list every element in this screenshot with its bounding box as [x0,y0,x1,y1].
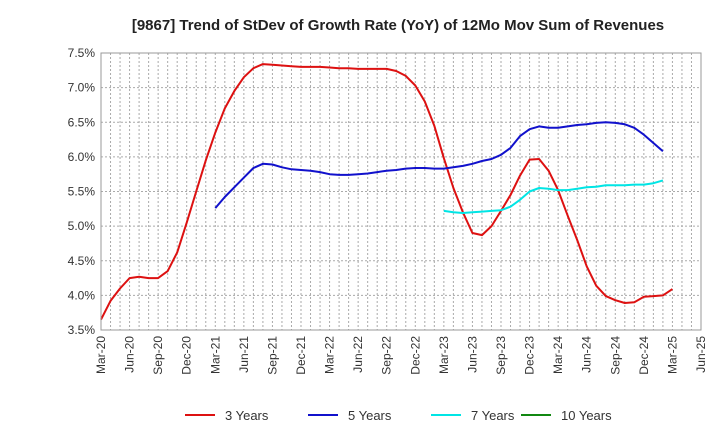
y-tick-label: 6.5% [68,115,96,129]
y-tick-label: 5.5% [68,185,96,199]
x-tick-label: Mar-23 [437,336,451,374]
series-line-5-years [214,121,664,209]
y-tick-label: 5.0% [68,219,96,233]
x-tick-label: Mar-25 [665,336,679,374]
series-7-years [443,179,664,214]
x-tick-label: Sep-21 [265,336,279,375]
y-tick-label: 4.5% [68,254,96,268]
x-tick-label: Sep-23 [494,336,508,375]
x-tick-label: Sep-20 [151,336,165,375]
x-tick-label: Mar-22 [323,336,337,374]
y-tick-label: 6.0% [68,150,96,164]
x-tick-label: Jun-21 [237,336,251,373]
x-tick-label: Dec-22 [408,336,422,375]
x-tick-label: Sep-22 [380,336,394,375]
x-tick-label: Jun-24 [580,336,594,373]
y-axis-ticks: 3.5% 4.0% 4.5% 5.0% 5.5% 6.0% 6.5% 7.0% 7.5% [68,46,96,337]
series-line-7-years [443,179,664,214]
x-tick-label: Mar-21 [208,336,222,374]
x-tick-label: Sep-24 [608,336,622,375]
x-tick-label: Jun-25 [694,336,708,373]
series-lines [100,63,673,321]
x-tick-label: Jun-20 [123,336,137,373]
x-tick-label: Dec-24 [637,336,651,375]
legend-label-7-years: 7 Years [471,408,515,423]
series-line-3-years [100,63,673,321]
gridlines [100,52,702,331]
x-axis-ticks: Mar-20 Jun-20 Sep-20 Dec-20 Mar-21 Jun-21 Sep-… [94,336,708,375]
legend: 3 Years 5 Years 7 Years 10 Years [185,408,612,423]
chart-title: [9867] Trend of StDev of Growth Rate (Yo… [132,17,664,34]
x-tick-label: Jun-22 [351,336,365,373]
legend-label-3-years: 3 Years [225,408,269,423]
series-3-years [100,63,673,321]
x-tick-label: Jun-23 [465,336,479,373]
y-tick-label: 3.5% [68,323,96,337]
series-5-years [214,121,664,209]
y-tick-label: 7.5% [68,46,96,60]
plot-frame [100,52,702,331]
x-tick-label: Dec-20 [180,336,194,375]
legend-label-10-years: 10 Years [561,408,612,423]
x-tick-label: Dec-23 [523,336,537,375]
y-tick-label: 7.0% [68,81,96,95]
x-tick-label: Mar-24 [551,336,565,374]
y-tick-label: 4.0% [68,288,96,302]
x-tick-label: Dec-21 [294,336,308,375]
x-tick-label: Mar-20 [94,336,108,374]
legend-label-5-years: 5 Years [348,408,392,423]
